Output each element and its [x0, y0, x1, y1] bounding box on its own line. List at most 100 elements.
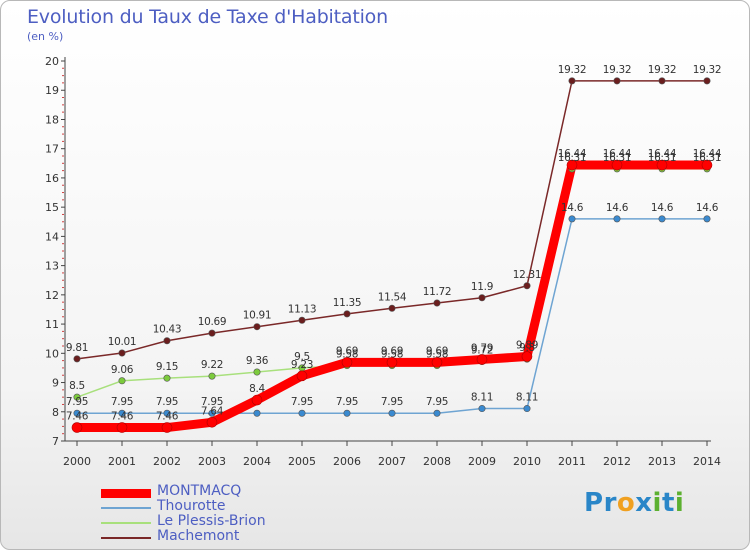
data-point-machemont [388, 304, 396, 312]
x-tick-label: 2001 [108, 455, 136, 468]
data-label-machemont: 10.69 [198, 316, 227, 328]
data-label-le-plessis-brion: 9.22 [201, 359, 223, 371]
data-point-le-plessis-brion [163, 374, 171, 382]
data-label-montmacq: 7.64 [201, 405, 224, 417]
data-point-thourotte [478, 405, 486, 413]
data-label-montmacq: 16.44 [693, 148, 722, 160]
series-line-machemont [76, 80, 708, 360]
data-label-montmacq: 16.44 [558, 148, 587, 160]
data-label-le-plessis-brion: 9.5 [294, 351, 310, 363]
logo-letter: t [661, 488, 675, 518]
data-label-le-plessis-brion: 16.31 [693, 152, 722, 164]
data-label-le-plessis-brion: 8.5 [69, 380, 85, 392]
data-point-machemont [568, 77, 576, 85]
data-point-montmacq [701, 159, 713, 171]
data-labels: 7.46 7.46 7.46 7.648.49.239.69 9.69 9.69 9.79 9… [66, 64, 722, 423]
x-tick-label: 2008 [423, 455, 451, 468]
y-tick-label: 19 [45, 84, 59, 97]
series-markers [71, 77, 713, 433]
data-label-machemont: 11.72 [423, 286, 452, 298]
logo-letter: i [652, 488, 662, 518]
logo-letter: r [603, 488, 617, 518]
data-point-thourotte [253, 409, 261, 417]
data-point-thourotte [613, 215, 621, 223]
data-label-machemont: 10.91 [243, 310, 272, 322]
data-label-montmacq: 7.46 [156, 411, 179, 423]
data-label-montmacq: 7.46 [111, 411, 134, 423]
logo-letter: x [635, 488, 653, 518]
data-label-le-plessis-brion: 16.31 [603, 152, 632, 164]
data-point-thourotte [568, 215, 576, 223]
data-label-le-plessis-brion: 9.58 [336, 349, 358, 361]
data-label-le-plessis-brion: 16.31 [558, 152, 587, 164]
data-point-machemont [343, 310, 351, 318]
y-tick-label: 13 [45, 260, 59, 273]
data-point-thourotte [73, 409, 81, 417]
data-point-machemont [658, 77, 666, 85]
data-label-le-plessis-brion: 9.58 [426, 349, 448, 361]
data-point-montmacq [251, 394, 263, 406]
data-label-montmacq: 9.69 [426, 345, 448, 357]
data-label-le-plessis-brion: 9.15 [156, 361, 178, 373]
data-label-le-plessis-brion: 9.8 [519, 342, 535, 354]
data-point-thourotte [433, 409, 441, 417]
chart-title: Evolution du Taux de Taxe d'Habitation [27, 6, 388, 28]
legend-label: Machemont [157, 528, 240, 544]
x-tick-label: 2005 [288, 455, 316, 468]
data-label-le-plessis-brion: 9.06 [111, 364, 134, 376]
data-point-thourotte [208, 409, 216, 417]
proxiti-logo: Proxiti [584, 488, 684, 518]
data-label-montmacq: 9.69 [336, 345, 358, 357]
data-point-le-plessis-brion [118, 377, 126, 385]
data-point-thourotte [523, 405, 531, 413]
data-label-machemont: 19.32 [693, 64, 722, 76]
x-tick-label: 2009 [468, 455, 496, 468]
data-point-thourotte [298, 409, 306, 417]
data-label-thourotte: 7.95 [291, 396, 313, 408]
y-tick-label: 8 [52, 406, 59, 419]
data-point-le-plessis-brion [253, 368, 261, 376]
logo-letter: P [584, 488, 604, 518]
data-label-thourotte: 8.11 [516, 392, 538, 404]
data-point-thourotte [343, 409, 351, 417]
data-point-machemont [163, 337, 171, 345]
data-point-montmacq [611, 159, 623, 171]
data-point-montmacq [296, 370, 308, 382]
x-tick-label: 2006 [333, 455, 361, 468]
data-label-thourotte: 7.95 [66, 396, 88, 408]
data-label-machemont: 19.32 [648, 64, 677, 76]
data-point-thourotte [703, 215, 711, 223]
data-label-le-plessis-brion: 16.31 [648, 152, 677, 164]
series-line-thourotte [76, 218, 708, 414]
data-label-montmacq: 16.44 [648, 148, 677, 160]
data-label-montmacq: 9.69 [381, 345, 403, 357]
data-point-machemont [478, 294, 486, 302]
x-tick-label: 2013 [648, 455, 676, 468]
data-label-machemont: 11.13 [288, 303, 317, 315]
data-point-montmacq [71, 422, 83, 433]
legend-swatch [101, 489, 151, 498]
data-label-thourotte: 7.95 [381, 396, 403, 408]
data-label-montmacq: 9.23 [291, 359, 313, 371]
data-point-montmacq [656, 159, 668, 171]
data-point-montmacq [161, 422, 173, 433]
data-label-machemont: 12.31 [513, 269, 542, 281]
y-tick-label: 15 [45, 201, 59, 214]
y-tick-label: 17 [45, 143, 59, 156]
data-point-machemont [208, 329, 216, 337]
data-point-montmacq [386, 357, 398, 368]
data-label-thourotte: 8.11 [471, 392, 493, 404]
legend-swatch [101, 537, 151, 539]
data-point-machemont [118, 349, 126, 357]
y-tick-label: 18 [45, 113, 59, 126]
data-point-le-plessis-brion [73, 393, 81, 401]
x-tick-label: 2000 [63, 455, 91, 468]
data-point-thourotte [163, 409, 171, 417]
data-label-thourotte: 7.95 [336, 396, 358, 408]
data-point-thourotte [658, 215, 666, 223]
data-label-montmacq: 16.44 [603, 148, 632, 160]
data-point-montmacq [341, 357, 353, 368]
data-label-machemont: 19.32 [558, 64, 587, 76]
data-label-montmacq: 9.89 [516, 340, 538, 352]
